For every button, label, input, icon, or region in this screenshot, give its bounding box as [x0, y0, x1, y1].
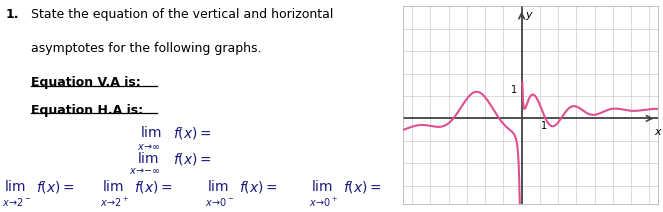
- Text: asymptotes for the following graphs.: asymptotes for the following graphs.: [31, 42, 262, 55]
- Text: $x\!\rightarrow\!{-\infty}$: $x\!\rightarrow\!{-\infty}$: [129, 166, 160, 176]
- Text: $f(x) =$: $f(x) =$: [135, 179, 173, 195]
- Text: y: y: [525, 10, 532, 20]
- Text: $f(x) =$: $f(x) =$: [173, 125, 212, 141]
- Text: $\lim$: $\lim$: [137, 151, 159, 166]
- Text: $x\!\rightarrow\!2^-$: $x\!\rightarrow\!2^-$: [2, 196, 32, 208]
- Text: $\lim$: $\lim$: [311, 179, 333, 194]
- Text: $\lim$: $\lim$: [207, 179, 229, 194]
- Text: $x\!\rightarrow\!2^+$: $x\!\rightarrow\!2^+$: [100, 196, 129, 209]
- Text: $f(x) =$: $f(x) =$: [36, 179, 75, 195]
- Text: $x\!\rightarrow\!0^+$: $x\!\rightarrow\!0^+$: [309, 196, 338, 209]
- Text: Equation H.A is:: Equation H.A is:: [31, 104, 143, 117]
- Text: $x\!\rightarrow\!0^-$: $x\!\rightarrow\!0^-$: [205, 196, 234, 208]
- Text: $\lim$: $\lim$: [4, 179, 27, 194]
- Text: $\lim$: $\lim$: [140, 125, 162, 140]
- Text: $\lim$: $\lim$: [102, 179, 125, 194]
- Text: $f(x) =$: $f(x) =$: [343, 179, 382, 195]
- Text: $f(x) =$: $f(x) =$: [173, 151, 212, 166]
- Text: Equation V.A is:: Equation V.A is:: [31, 76, 141, 89]
- Text: $x\!\rightarrow\!\infty$: $x\!\rightarrow\!\infty$: [137, 142, 161, 152]
- Text: 1.: 1.: [5, 8, 19, 21]
- Text: 1: 1: [511, 85, 517, 95]
- Text: State the equation of the vertical and horizontal: State the equation of the vertical and h…: [31, 8, 333, 21]
- Text: $f(x) =$: $f(x) =$: [239, 179, 278, 195]
- Text: 1: 1: [541, 121, 548, 131]
- Text: x: x: [655, 127, 661, 137]
